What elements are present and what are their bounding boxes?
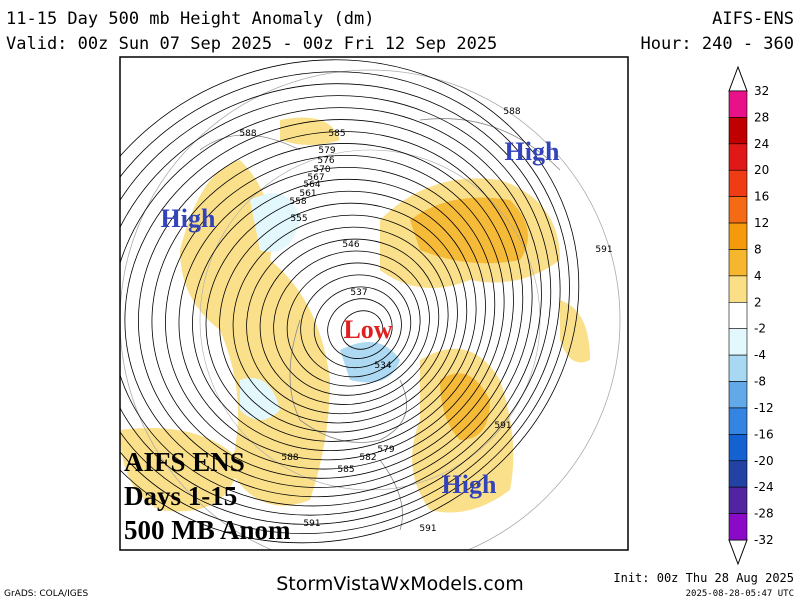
contour-label: 591 [303,519,320,529]
contour-label: 588 [281,453,298,463]
colorbar-label: 24 [754,137,769,151]
colorbar-label: 4 [754,269,762,283]
colorbar-swatch [728,275,748,303]
contour-label: 567 [307,173,324,183]
contour-label: 591 [494,421,511,431]
stamp: 2025-08-28-05:47 UTC [686,589,794,599]
contour [151,143,514,479]
colorbar-swatch [728,354,748,382]
contour [300,274,412,378]
contour [192,178,486,452]
colorbar-end [728,539,748,566]
contour [138,131,524,488]
colorbar-label: -28 [754,507,774,521]
colorbar-swatch [728,249,748,277]
init: Init: 00z Thu 28 Aug 2025 [613,571,794,585]
colorbar-swatch [728,434,748,462]
colorbar-label: 2 [754,295,762,309]
colorbar-label: -20 [754,454,774,468]
caption: Days 1-15 [124,481,237,511]
colorbar-label: 28 [754,110,769,124]
colorbar-swatch [728,381,748,409]
contour [165,154,505,470]
map [120,59,621,550]
contour-label: 579 [377,445,394,455]
contour [327,298,393,359]
contour-label: 564 [303,180,320,190]
contour [120,95,552,516]
colorbar-swatch [728,328,748,356]
colorbar-label: 8 [754,242,762,256]
contour [120,107,542,507]
contour [286,262,421,387]
contour-label: 591 [595,245,612,255]
contour [273,250,430,396]
contour-label: 579 [318,146,335,156]
contour [120,59,580,544]
contour [120,83,561,525]
colorbar-swatch [728,301,748,330]
colorbar-swatch [728,90,748,118]
credit: GrADS: COLA/IGES [4,589,88,599]
contour [313,286,402,369]
contour-label: 576 [317,156,334,166]
contour [178,166,496,461]
annotation: High [161,204,216,233]
colorbar-swatch [728,407,748,435]
colorbar-label: 12 [754,216,769,230]
contour-label: 537 [350,288,367,298]
annotation: High [442,470,497,499]
annotation: High [505,137,560,166]
contour-label: 570 [313,165,330,175]
contour-label: 558 [289,197,306,207]
contour [340,310,384,350]
colorbar-swatch [728,460,748,488]
contour [124,119,533,498]
contour [232,214,458,424]
colorbar-swatch [728,222,748,250]
contour-label: 585 [337,465,354,475]
contour-label: 555 [290,214,307,224]
contour-label: 534 [374,361,391,371]
model: AIFS-ENS [712,9,794,29]
contour [219,202,468,433]
colorbar-label: -12 [754,401,774,415]
contour-label: 588 [239,129,256,139]
caption: AIFS ENS [124,447,245,477]
hours: Hour: 240 - 360 [640,34,794,54]
annotation: Low [343,315,392,344]
caption: 500 MB Anom [124,515,291,545]
colorbar-swatch [728,196,748,224]
colorbar-label: -16 [754,427,774,441]
colorbar-label: -2 [754,322,766,336]
colorbar-label: 16 [754,190,769,204]
colorbar-label: 20 [754,163,769,177]
site: StormVistaWxModels.com [276,573,524,595]
contour [246,226,449,415]
contour-label: 588 [503,107,520,117]
colorbar-swatch [728,117,748,145]
colorbar-end [728,65,748,92]
colorbar-label: -32 [754,533,774,547]
colorbar-swatch [728,143,748,171]
colorbar-label: -24 [754,480,774,494]
contour-label: 546 [342,240,359,250]
contour [205,190,477,442]
contour-label: 582 [359,453,376,463]
contour [259,238,440,405]
contour [120,71,570,535]
colorbar-label: -4 [754,348,766,362]
colorbar-label: -8 [754,375,766,389]
valid: Valid: 00z Sun 07 Sep 2025 - 00z Fri 12 … [6,34,497,54]
title: 11-15 Day 500 mb Height Anomaly (dm) [6,9,374,29]
contour-label: 591 [419,524,436,534]
colorbar-swatch [728,169,748,197]
colorbar-label: 32 [754,84,769,98]
contour-label: 585 [328,129,345,139]
contour-label: 561 [299,189,316,199]
colorbar-swatch [728,513,748,541]
colorbar-swatch [728,486,748,514]
